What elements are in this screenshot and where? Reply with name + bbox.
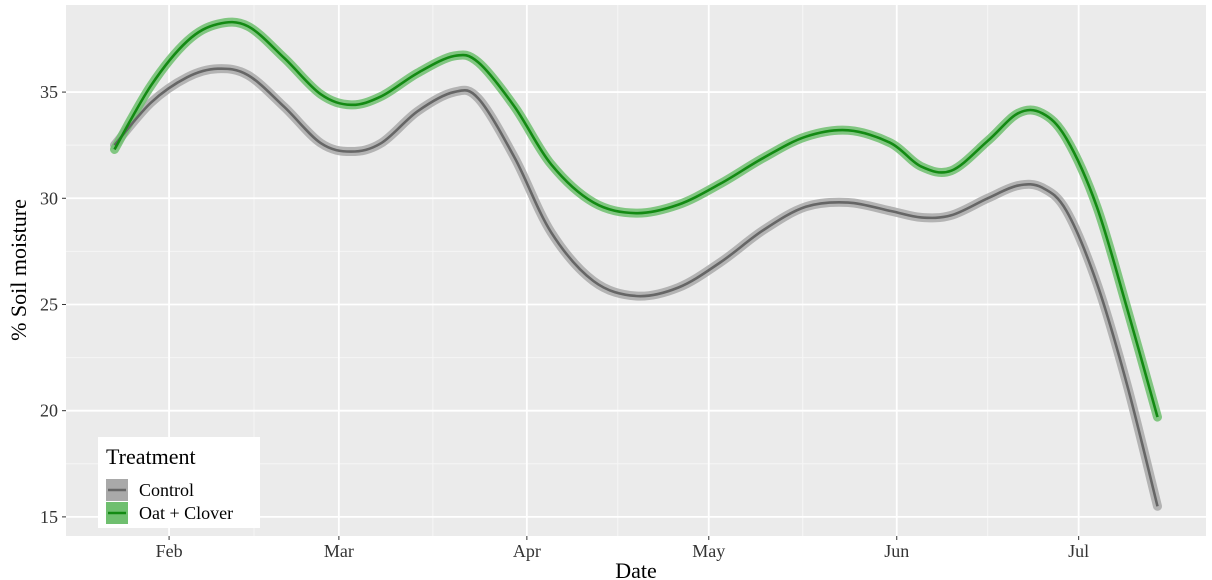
- grid: [66, 5, 1206, 536]
- y-tick-label: 25: [40, 294, 58, 314]
- x-axis-title: Date: [615, 558, 657, 580]
- x-tick-label: Jul: [1068, 541, 1089, 561]
- x-tick-label: Jun: [884, 541, 909, 561]
- x-tick-label: Feb: [156, 541, 183, 561]
- y-axis-title: % Soil moisture: [6, 199, 31, 341]
- legend-title: Treatment: [106, 444, 196, 469]
- oat-clover-line: [113, 20, 1159, 418]
- control-line: [113, 67, 1159, 507]
- legend-label-oat-clover: Oat + Clover: [139, 503, 233, 523]
- legend: Treatment Control Oat + Clover: [98, 437, 260, 528]
- x-tick-label: Apr: [513, 541, 541, 561]
- y-tick-label: 20: [40, 401, 58, 421]
- series-lines: [113, 20, 1159, 507]
- y-tick-label: 30: [40, 188, 58, 208]
- y-tick-label: 15: [40, 507, 58, 527]
- x-tick-label: May: [692, 541, 725, 561]
- x-tick-label: Mar: [324, 541, 354, 561]
- x-axis: Feb Mar Apr May Jun Jul: [156, 536, 1089, 561]
- y-tick-label: 35: [40, 82, 58, 102]
- y-axis: 15 20 25 30 35: [40, 82, 66, 527]
- legend-label-control: Control: [139, 480, 194, 500]
